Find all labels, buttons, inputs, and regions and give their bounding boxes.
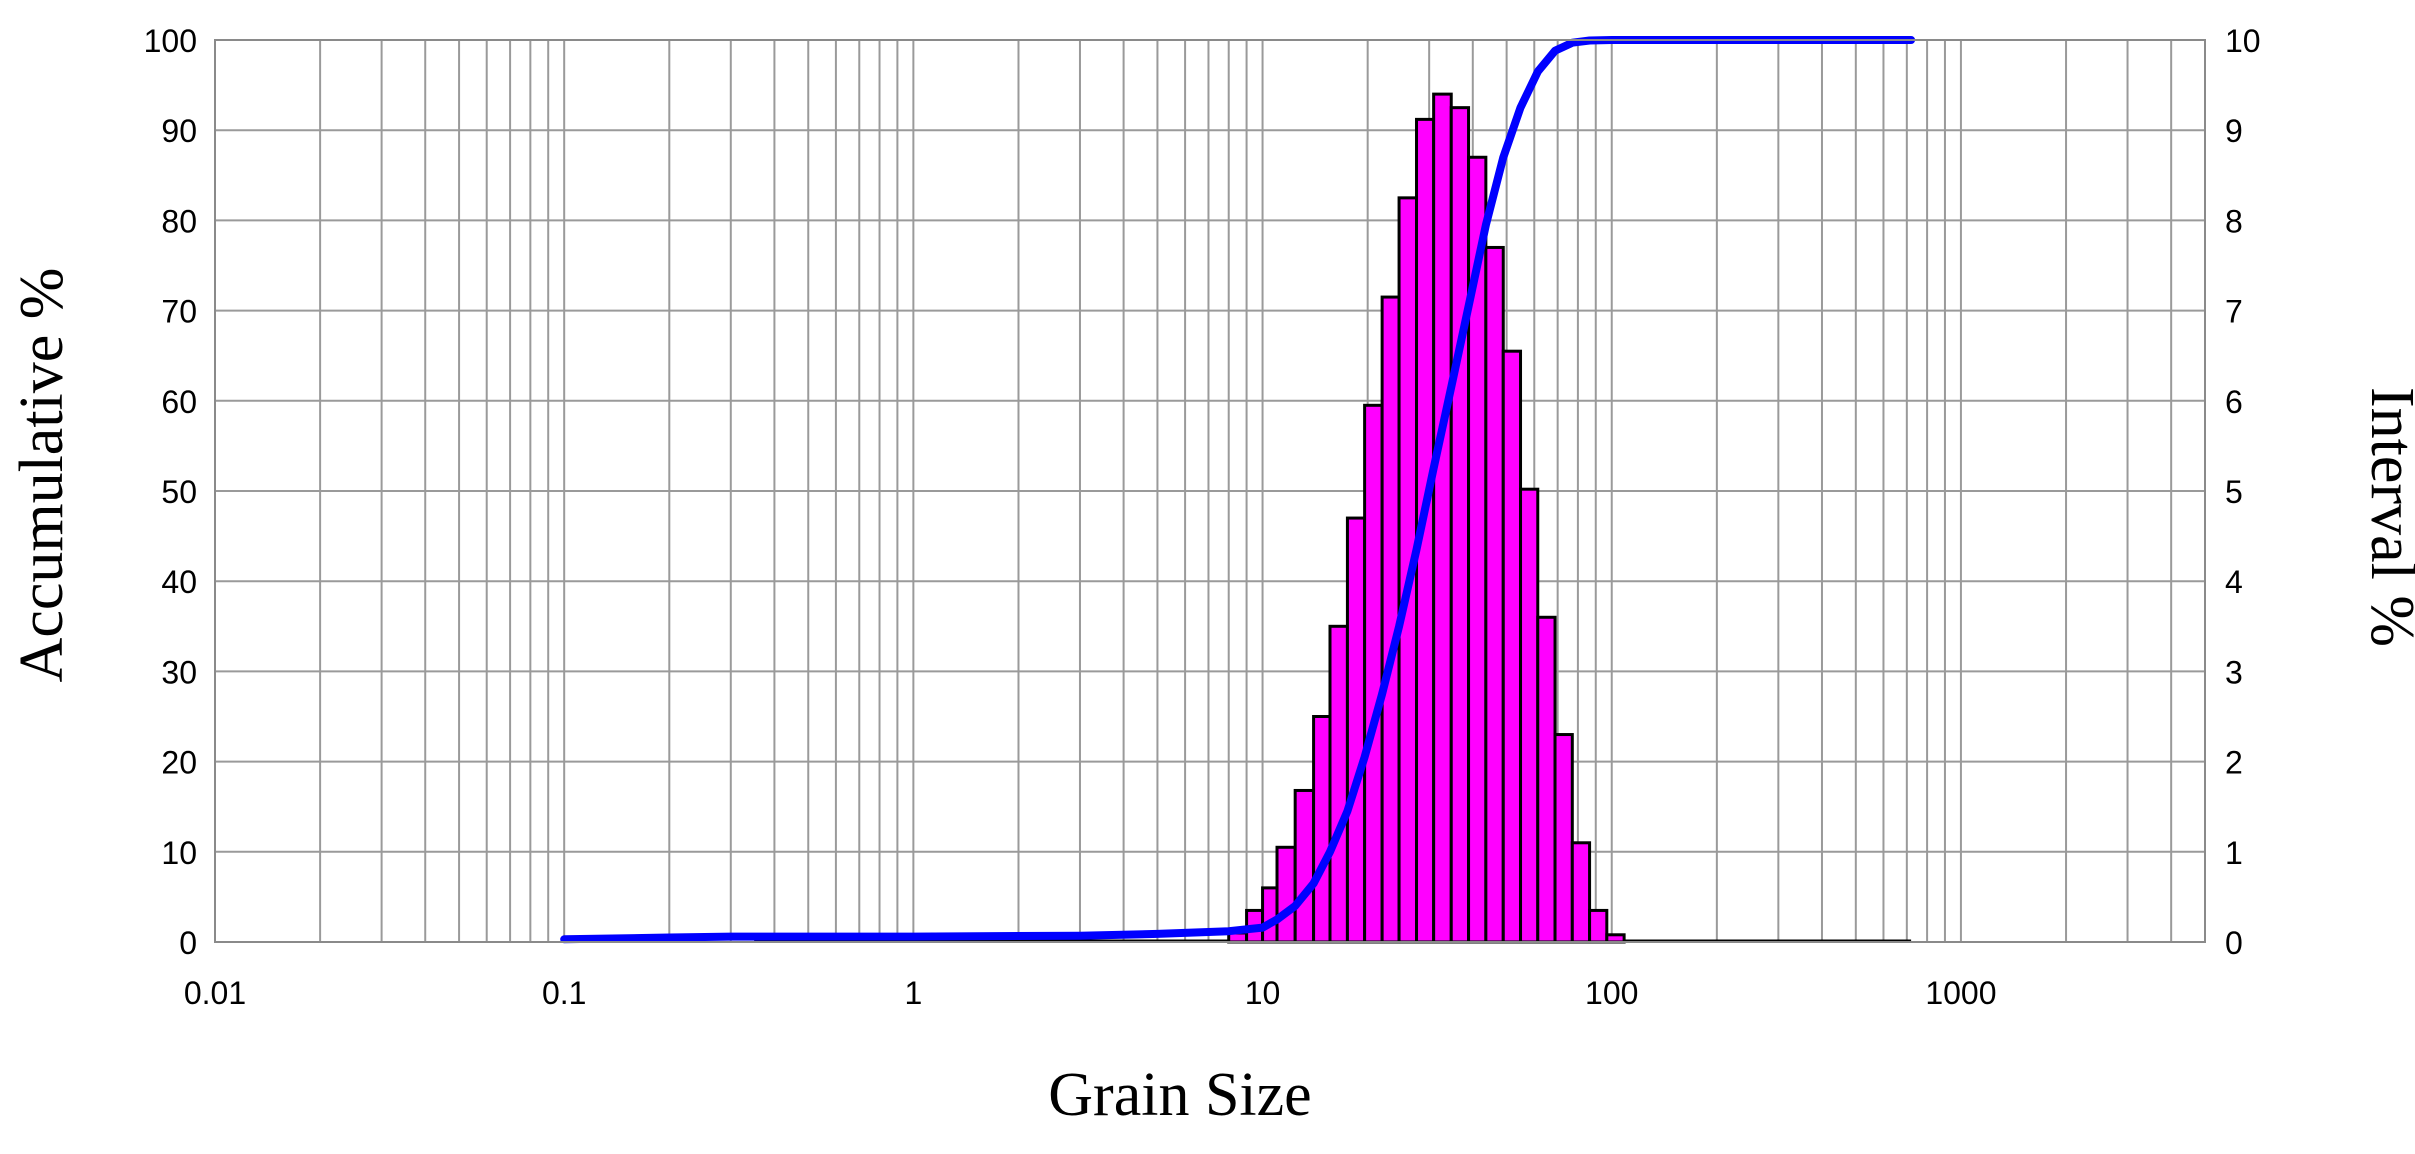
histogram-bar [1449,106,1471,944]
x-tick-label: 1000 [1925,975,1996,1011]
y2-tick-label: 0 [2225,925,2243,961]
histogram-bar [1484,245,1505,944]
y-tick-label: 20 [161,745,197,781]
histogram-bar [1275,845,1297,944]
y2-tick-label: 1 [2225,835,2243,871]
histogram-bar [1553,733,1574,944]
y2-tick-label: 7 [2225,294,2243,330]
x-tick-labels: 0.01 0.1 1 10 100 1000 [184,975,1997,1011]
y-axis-title-right: Interval % [2358,387,2415,647]
plot-frame [214,39,2206,943]
y-tick-label: 80 [161,203,197,239]
x-tick-label: 10 [1245,975,1281,1011]
histogram-bar [1588,908,1609,944]
x-tick-label: 0.01 [184,975,246,1011]
y2-tick-label: 2 [2225,745,2243,781]
y-tick-label: 10 [161,835,197,871]
histogram-bar [1345,516,1367,944]
y-axis-title-left: Accumulative % [8,268,76,683]
histogram-bar [1605,933,1626,944]
histogram-bar [1380,295,1401,944]
histogram-bar [1432,92,1453,944]
y-tick-label: 50 [161,474,197,510]
y-tick-label: 40 [161,564,197,600]
cumulative-curve-layer [560,36,1916,944]
x-tick-label: 0.1 [542,975,586,1011]
histogram-bar [1519,487,1540,944]
histogram-bar [1312,715,1332,944]
y2-tick-label: 9 [2225,113,2243,149]
y2-tick-label: 3 [2225,654,2243,690]
x-tick-label: 100 [1585,975,1638,1011]
y2-tick-label: 4 [2225,564,2243,600]
x-tick-label: 1 [904,975,922,1011]
y2-tick-label: 6 [2225,384,2243,420]
y-tick-label: 0 [179,925,197,961]
histogram-bar [1501,349,1523,944]
histogram-bar [1328,624,1349,944]
y-right-tick-labels: 0 1 2 3 4 5 6 7 8 9 10 [2225,23,2261,961]
y-left-tick-labels: 0 10 20 30 40 50 60 70 80 90 100 [144,23,197,961]
y2-tick-label: 8 [2225,203,2243,239]
y-tick-label: 60 [161,384,197,420]
histogram-bar [1293,788,1316,944]
histogram-bar [1363,403,1384,944]
y2-tick-label: 10 [2225,23,2261,59]
x-axis-title: Grain Size [1048,1061,1311,1129]
y2-tick-label: 5 [2225,474,2243,510]
y-tick-label: 30 [161,654,197,690]
y-tick-label: 70 [161,294,197,330]
grid-lines [215,40,2205,942]
y-tick-label: 90 [161,113,197,149]
histogram-bar [1536,615,1557,944]
histogram-bar [1570,841,1592,944]
y-tick-label: 100 [144,23,197,59]
plot-border [214,39,2206,943]
histogram-bar [1261,886,1279,944]
cumulative-curve [560,36,1916,944]
